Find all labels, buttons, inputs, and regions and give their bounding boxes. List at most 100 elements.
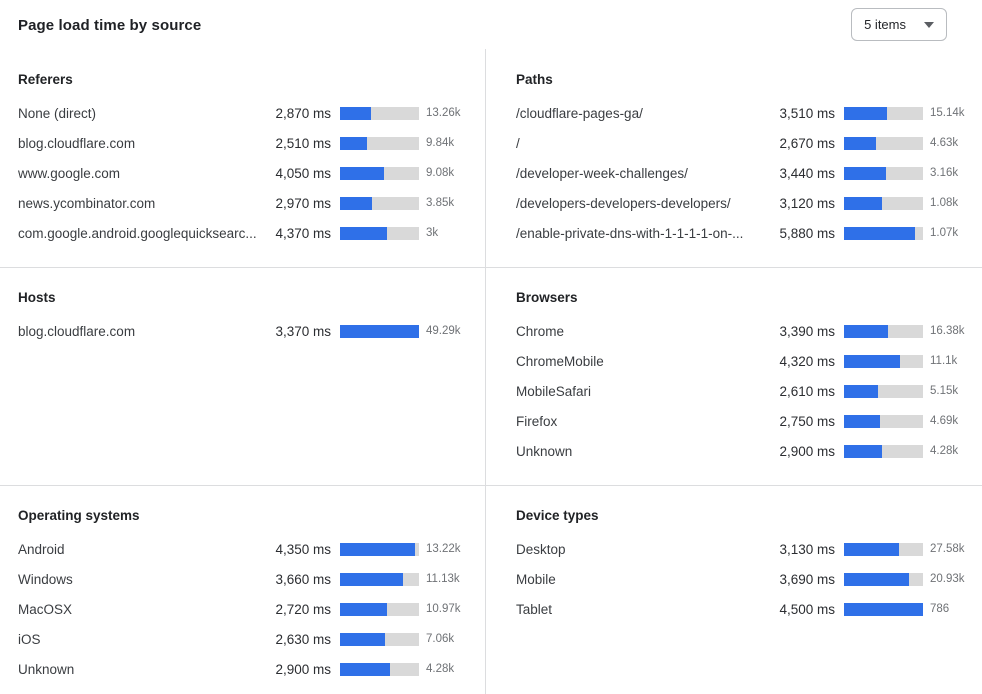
row-bar-fill [844, 602, 923, 616]
metric-row: Desktop 3,130 ms 27.58k [516, 534, 974, 564]
metric-row: com.google.android.googlequicksearc... 4… [18, 218, 470, 248]
panel-title: Paths [516, 72, 553, 87]
metric-row: Android 4,350 ms 13.22k [18, 534, 470, 564]
row-bar-track [844, 542, 923, 556]
row-bar-track [340, 136, 419, 150]
row-count: 9.84k [426, 137, 455, 149]
panel-browsers: Browsers Chrome 3,390 ms 16.38k ChromeMo… [486, 268, 982, 485]
row-bar-track [844, 226, 923, 240]
row-bar-track [844, 602, 923, 616]
row-label: www.google.com [18, 165, 121, 181]
metric-row: Tablet 4,500 ms 786 [516, 594, 974, 624]
row-label: Desktop [516, 541, 566, 557]
panel-rows: Desktop 3,130 ms 27.58k Mobile 3,690 ms … [516, 534, 974, 624]
row-bar-track [844, 414, 923, 428]
row-count: 4.28k [930, 445, 959, 457]
row-value-ms: 2,750 ms [779, 413, 835, 429]
row-count: 27.58k [930, 543, 965, 555]
panel-rows: blog.cloudflare.com 3,370 ms 49.29k [18, 316, 470, 346]
row-bar-track [340, 106, 419, 120]
metric-row: Mobile 3,690 ms 20.93k [516, 564, 974, 594]
row-count: 3.85k [426, 197, 455, 209]
row-value-ms: 3,120 ms [779, 195, 835, 211]
row-count: 13.26k [426, 107, 461, 119]
row-value-ms: 3,390 ms [779, 323, 835, 339]
row-count: 15.14k [930, 107, 965, 119]
row-bar-track [844, 444, 923, 458]
row-bar-fill [844, 384, 878, 398]
metric-row: ChromeMobile 4,320 ms 11.1k [516, 346, 974, 376]
row-label: blog.cloudflare.com [18, 135, 136, 151]
column-divider [485, 49, 486, 694]
row-bar-fill [340, 662, 390, 676]
row-bar-track [340, 226, 419, 240]
row-count: 11.1k [930, 355, 958, 367]
panel-operating-systems: Operating systems Android 4,350 ms 13.22… [0, 486, 486, 694]
row-bar-fill [844, 196, 882, 210]
metric-row: Unknown 2,900 ms 4.28k [516, 436, 974, 466]
row-count: 11.13k [426, 573, 460, 585]
row-count: 1.08k [930, 197, 959, 209]
row-label: news.ycombinator.com [18, 195, 156, 211]
row-bar-fill [844, 166, 886, 180]
row-bar-fill [844, 226, 916, 240]
row-bar-fill [340, 106, 371, 120]
row-bar-track [340, 662, 419, 676]
row-label: Unknown [18, 661, 75, 677]
row-bar-fill [340, 226, 388, 240]
row-bar-fill [844, 542, 899, 556]
row-count: 49.29k [426, 325, 461, 337]
row-bar-fill [340, 632, 386, 646]
row-bar-track [340, 632, 419, 646]
row-bar-track [340, 166, 419, 180]
row-value-ms: 4,050 ms [275, 165, 331, 181]
row-bar-fill [844, 324, 889, 338]
row-bar-fill [340, 136, 367, 150]
panel-rows: Android 4,350 ms 13.22k Windows 3,660 ms… [18, 534, 470, 684]
items-count-select[interactable]: 5 items [851, 8, 947, 41]
row-bar-track [340, 572, 419, 586]
row-bar-track [844, 384, 923, 398]
panel-title: Device types [516, 508, 599, 523]
row-bar-fill [844, 136, 877, 150]
row-label: Firefox [516, 413, 558, 429]
row-value-ms: 4,500 ms [779, 601, 835, 617]
row-bar-fill [340, 166, 385, 180]
row-count: 4.63k [930, 137, 959, 149]
row-value-ms: 2,630 ms [275, 631, 331, 647]
band-2: Hosts blog.cloudflare.com 3,370 ms 49.29… [0, 267, 982, 485]
row-count: 16.38k [930, 325, 965, 337]
row-count: 786 [930, 603, 950, 615]
panel-title: Hosts [18, 290, 56, 305]
row-value-ms: 5,880 ms [779, 225, 835, 241]
panel-title: Operating systems [18, 508, 140, 523]
row-value-ms: 2,870 ms [275, 105, 331, 121]
metric-row: /developers-developers-developers/ 3,120… [516, 188, 974, 218]
row-value-ms: 4,350 ms [275, 541, 331, 557]
row-count: 7.06k [426, 633, 455, 645]
row-value-ms: 2,610 ms [779, 383, 835, 399]
row-bar-fill [844, 106, 887, 120]
row-label: Android [18, 541, 65, 557]
panel-rows: None (direct) 2,870 ms 13.26k blog.cloud… [18, 98, 470, 248]
metric-row: iOS 2,630 ms 7.06k [18, 624, 470, 654]
row-label: com.google.android.googlequicksearc... [18, 225, 257, 241]
row-count: 9.08k [426, 167, 455, 179]
panel-paths: Paths /cloudflare-pages-ga/ 3,510 ms 15.… [486, 60, 982, 267]
row-count: 3.16k [930, 167, 959, 179]
row-label: MacOSX [18, 601, 73, 617]
row-label: Mobile [516, 571, 556, 587]
row-value-ms: 2,670 ms [779, 135, 835, 151]
row-bar-fill [340, 324, 419, 338]
row-label: None (direct) [18, 105, 97, 121]
row-bar-fill [340, 542, 416, 556]
row-label: Chrome [516, 323, 565, 339]
row-bar-fill [844, 444, 882, 458]
row-value-ms: 2,720 ms [275, 601, 331, 617]
row-label: Tablet [516, 601, 553, 617]
row-count: 5.15k [930, 385, 959, 397]
row-bar-track [340, 542, 419, 556]
metric-row: www.google.com 4,050 ms 9.08k [18, 158, 470, 188]
row-value-ms: 4,320 ms [779, 353, 835, 369]
row-bar-track [844, 354, 923, 368]
